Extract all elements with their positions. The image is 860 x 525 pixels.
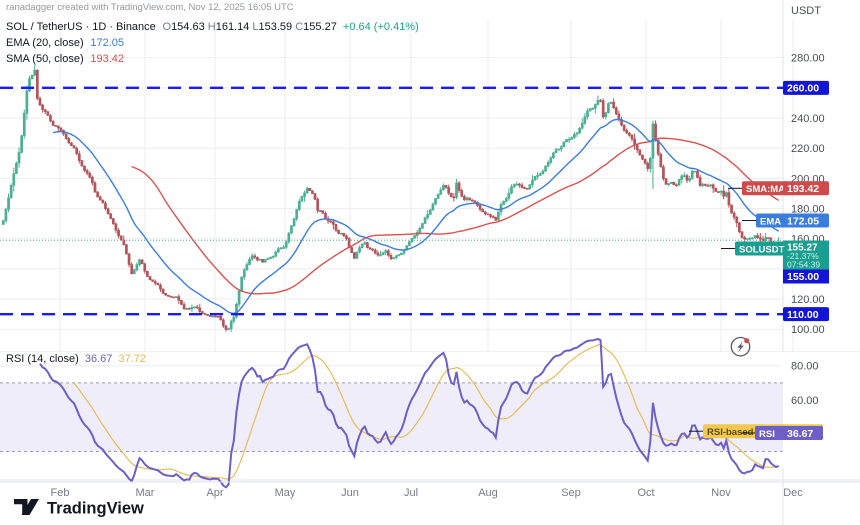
svg-text:37.72: 37.72 — [118, 353, 146, 365]
svg-text:ranadagger created with Tradin: ranadagger created with TradingView.com,… — [6, 2, 294, 13]
svg-text:RSI (14, close): RSI (14, close) — [6, 353, 79, 365]
svg-text:Jun: Jun — [341, 487, 359, 499]
svg-text:Feb: Feb — [51, 487, 70, 499]
svg-text:172.05: 172.05 — [90, 37, 124, 49]
svg-text:Sep: Sep — [561, 487, 581, 499]
svg-text:Oct: Oct — [637, 487, 654, 499]
svg-text:SMA (50, close): SMA (50, close) — [6, 53, 84, 65]
svg-text:RSI: RSI — [759, 429, 775, 440]
svg-text:80.00: 80.00 — [791, 361, 819, 373]
svg-text:Dec: Dec — [783, 487, 803, 499]
svg-text:154.63: 154.63 — [171, 21, 205, 33]
svg-text:161.14: 161.14 — [216, 21, 250, 33]
svg-text:Mar: Mar — [136, 487, 155, 499]
svg-text:153.59: 153.59 — [259, 21, 293, 33]
svg-text:60.00: 60.00 — [791, 395, 819, 407]
svg-text:Apr: Apr — [206, 487, 223, 499]
svg-text:C: C — [295, 21, 303, 33]
svg-text:SMA:MA: SMA:MA — [746, 184, 785, 195]
svg-text:193.42: 193.42 — [90, 53, 124, 65]
svg-text:155.27: 155.27 — [303, 21, 337, 33]
svg-text:120.00: 120.00 — [791, 294, 825, 306]
svg-text:TradingView: TradingView — [47, 500, 144, 518]
svg-text:280.00: 280.00 — [791, 53, 825, 65]
svg-text:172.05: 172.05 — [787, 215, 819, 227]
svg-text:SOLUSDT: SOLUSDT — [739, 244, 785, 255]
svg-text:EMA (20, close): EMA (20, close) — [6, 37, 84, 49]
svg-text:155.00: 155.00 — [787, 271, 819, 283]
svg-text:SOL / TetherUS · 1D · Binance: SOL / TetherUS · 1D · Binance — [6, 21, 156, 33]
svg-text:EMA: EMA — [760, 216, 781, 227]
svg-text:May: May — [275, 487, 296, 499]
svg-text:110.00: 110.00 — [787, 309, 819, 321]
svg-text:260.00: 260.00 — [787, 83, 819, 95]
svg-text:Aug: Aug — [478, 487, 498, 499]
svg-text:240.00: 240.00 — [791, 113, 825, 125]
svg-text:Nov: Nov — [711, 487, 731, 499]
svg-text:193.42: 193.42 — [787, 183, 819, 195]
svg-text:36.67: 36.67 — [85, 353, 113, 365]
svg-text:36.67: 36.67 — [787, 428, 813, 440]
svg-text:07:54:39: 07:54:39 — [787, 260, 820, 270]
svg-text:100.00: 100.00 — [791, 324, 825, 336]
svg-text:Jul: Jul — [404, 487, 418, 499]
svg-text:USDT: USDT — [791, 5, 821, 17]
svg-text:220.00: 220.00 — [791, 143, 825, 155]
svg-text:+0.64 (+0.41%): +0.64 (+0.41%) — [343, 21, 419, 33]
svg-text:H: H — [208, 21, 216, 33]
